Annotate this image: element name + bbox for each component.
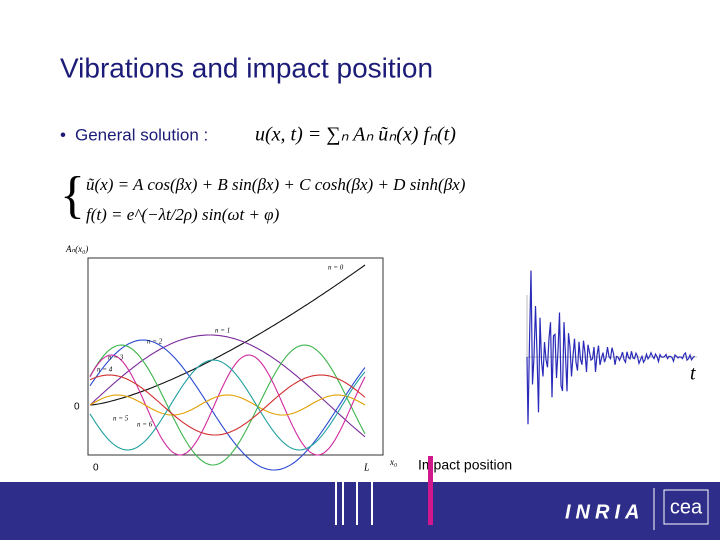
logo: INRIA bbox=[565, 501, 644, 523]
mode-curve bbox=[89, 264, 366, 406]
curve-label: n = 0 bbox=[328, 264, 344, 272]
mode-curve bbox=[89, 359, 366, 451]
bullet-label: General solution : bbox=[75, 125, 208, 144]
signal bbox=[526, 270, 695, 425]
curve-label: n = 4 bbox=[97, 366, 113, 374]
mode-curve bbox=[89, 334, 366, 438]
origin-label: 0 bbox=[93, 463, 99, 474]
logo: cea bbox=[670, 496, 703, 518]
curve-label: n = 3 bbox=[108, 354, 124, 362]
origin-label: 0 bbox=[74, 402, 80, 413]
logo-box bbox=[663, 489, 709, 525]
curve-label: n = 5 bbox=[113, 415, 129, 423]
mode-curve bbox=[89, 344, 366, 466]
footer-accent bbox=[428, 456, 433, 525]
mode-curve bbox=[89, 339, 366, 471]
mode-curves bbox=[89, 264, 366, 471]
title: Vibrations and impact position bbox=[60, 52, 433, 83]
curve-label: n = 2 bbox=[147, 338, 163, 346]
mode-curve bbox=[89, 354, 366, 456]
y-label: Aₙ(x₀) bbox=[65, 244, 88, 254]
footer-lines bbox=[335, 456, 373, 525]
brace: { bbox=[60, 167, 85, 224]
plot-frame bbox=[87, 257, 384, 456]
equation: ũ(x) = A cos(βx) + B sin(βx) + C cosh(βx… bbox=[86, 175, 466, 194]
mode-curve bbox=[89, 374, 366, 436]
curve-label: n = 6 bbox=[137, 421, 153, 429]
formula: u(x, t) = ∑ₙ Aₙ ũₙ(x) fₙ(t) bbox=[255, 124, 456, 146]
mode-curve bbox=[89, 394, 366, 416]
equation: f(t) = e^(−λt/2ρ) sin(ωt + φ) bbox=[86, 205, 280, 224]
x-label: x₀ bbox=[389, 457, 397, 467]
curve-label: n = 1 bbox=[215, 327, 230, 335]
signal-x-label: t bbox=[690, 363, 696, 385]
bullet: • bbox=[60, 125, 66, 144]
end-label: L bbox=[363, 462, 370, 473]
footer-band bbox=[0, 482, 720, 540]
caption: Impact position bbox=[418, 457, 512, 473]
